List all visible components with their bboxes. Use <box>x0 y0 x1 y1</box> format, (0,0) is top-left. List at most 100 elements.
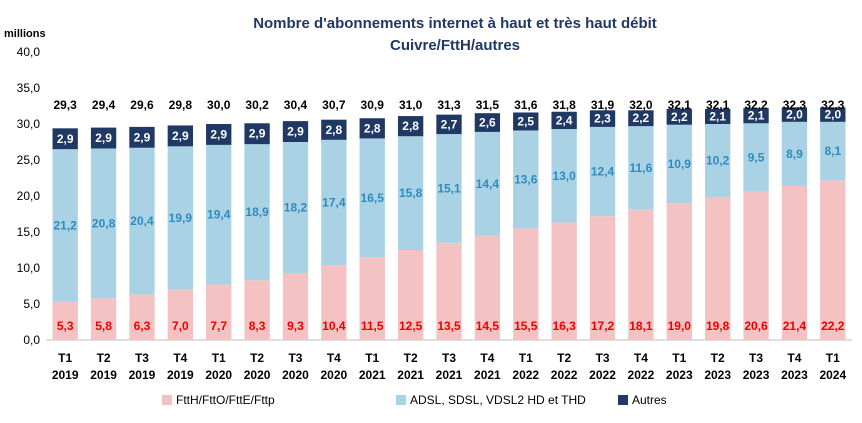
y-tick-label: 15,0 <box>17 225 41 239</box>
total-label: 29,6 <box>130 98 154 112</box>
bar-segment-ftth <box>820 180 846 340</box>
data-label-adsl: 21,2 <box>54 219 78 233</box>
data-label-ftth: 5,3 <box>57 319 74 333</box>
x-tick-year: 2020 <box>205 368 232 382</box>
data-label-autres: 2,9 <box>249 127 266 141</box>
data-label-adsl: 18,9 <box>245 205 269 219</box>
legend-swatch <box>162 395 172 405</box>
bar-segment-adsl <box>129 147 155 295</box>
bar-segment-ftth <box>474 235 501 340</box>
bar-segment-autres <box>436 114 462 135</box>
x-tick-quarter: T3 <box>596 351 610 365</box>
total-label: 32,3 <box>783 98 807 112</box>
bar-segment-adsl <box>321 139 347 266</box>
bar-segment-autres <box>52 128 78 150</box>
x-tick-year: 2020 <box>244 368 271 382</box>
bar-segment-adsl <box>206 144 232 285</box>
bar-segment-autres <box>820 107 846 122</box>
data-label-ftth: 19,8 <box>706 319 730 333</box>
bar-segment-adsl <box>820 121 846 181</box>
data-label-ftth: 17,2 <box>591 319 615 333</box>
data-label-adsl: 14,4 <box>476 177 500 191</box>
data-label-autres: 2,9 <box>172 129 189 143</box>
x-tick-year: 2021 <box>474 368 501 382</box>
total-label: 32,1 <box>668 98 692 112</box>
x-tick-quarter: T4 <box>173 351 187 365</box>
bar-segment-autres <box>743 108 769 124</box>
bar-segment-adsl <box>397 136 424 250</box>
bar-segment-adsl <box>513 130 539 229</box>
x-tick-year: 2023 <box>743 368 770 382</box>
x-tick-year: 2019 <box>129 368 156 382</box>
bar-segment-ftth <box>666 203 692 340</box>
legend-swatch <box>396 395 406 405</box>
x-tick-quarter: T1 <box>519 351 533 365</box>
x-tick-year: 2022 <box>551 368 578 382</box>
bar-segment-ftth <box>397 250 424 340</box>
x-tick-quarter: T1 <box>826 351 840 365</box>
bar-segment-adsl <box>282 142 309 274</box>
y-tick-label: 35,0 <box>17 81 41 95</box>
bar-segment-ftth <box>436 242 462 340</box>
bar-segment-ftth <box>321 265 347 340</box>
y-tick-label: 5,0 <box>23 297 40 311</box>
data-label-autres: 2,9 <box>210 127 227 141</box>
bar-segment-adsl <box>167 146 193 290</box>
x-tick-quarter: T2 <box>97 351 111 365</box>
legend-label: FttH/FttO/FttE/Fttp <box>176 393 275 407</box>
bar-segment-adsl <box>359 138 385 258</box>
data-label-adsl: 13,6 <box>514 172 538 186</box>
x-tick-quarter: T4 <box>634 351 648 365</box>
data-label-ftth: 11,5 <box>361 319 384 333</box>
data-label-ftth: 16,3 <box>552 319 576 333</box>
data-label-adsl: 18,2 <box>284 201 308 215</box>
x-tick-quarter: T2 <box>711 351 725 365</box>
data-label-adsl: 17,4 <box>322 195 346 209</box>
data-label-ftth: 12,5 <box>399 319 423 333</box>
data-label-adsl: 19,4 <box>207 208 231 222</box>
data-label-ftth: 13,5 <box>437 319 461 333</box>
bar-segment-ftth <box>90 298 117 340</box>
data-label-ftth: 15,5 <box>514 319 538 333</box>
x-tick-quarter: T3 <box>135 351 149 365</box>
bar-segment-ftth <box>282 273 309 340</box>
x-tick-year: 2022 <box>512 368 539 382</box>
bar-segment-ftth <box>628 209 654 340</box>
data-label-adsl: 15,8 <box>399 186 423 200</box>
data-label-autres: 2,8 <box>326 123 343 137</box>
data-label-adsl: 8,9 <box>786 147 803 161</box>
total-label: 31,5 <box>476 98 500 112</box>
bar-segment-adsl <box>743 123 769 192</box>
x-tick-year: 2020 <box>282 368 309 382</box>
data-label-adsl: 11,6 <box>630 161 653 175</box>
y-axis-unit-label: millions <box>4 28 46 40</box>
bar-segment-adsl <box>705 124 731 198</box>
x-tick-year: 2023 <box>781 368 808 382</box>
data-label-ftth: 21,4 <box>783 319 807 333</box>
data-label-autres: 2,1 <box>748 109 765 123</box>
legend-swatch <box>618 395 628 405</box>
bar-segment-autres <box>282 121 309 142</box>
chart-title: Nombre d'abonnements internet à haut et … <box>253 15 657 32</box>
bar-segment-adsl <box>474 131 501 236</box>
data-label-adsl: 20,4 <box>130 214 154 228</box>
bar-segment-ftth <box>743 191 769 340</box>
data-label-autres: 2,4 <box>556 113 573 127</box>
data-label-autres: 2,1 <box>709 109 726 123</box>
data-label-ftth: 10,4 <box>322 319 346 333</box>
bar-segment-autres <box>359 118 385 139</box>
x-tick-quarter: T1 <box>212 351 226 365</box>
x-tick-year: 2021 <box>436 368 463 382</box>
bar-segment-ftth <box>206 284 232 340</box>
total-label: 32,0 <box>629 98 653 112</box>
data-label-ftth: 19,0 <box>668 319 692 333</box>
data-label-ftth: 14,5 <box>476 319 500 333</box>
bar-segment-ftth <box>52 301 78 340</box>
data-label-adsl: 8,1 <box>824 144 841 158</box>
bar-segment-autres <box>781 107 808 122</box>
data-label-autres: 2,9 <box>57 132 74 146</box>
x-tick-year: 2022 <box>589 368 616 382</box>
data-label-autres: 2,9 <box>134 130 151 144</box>
total-label: 30,0 <box>207 98 231 112</box>
bar-segment-autres <box>513 112 539 131</box>
